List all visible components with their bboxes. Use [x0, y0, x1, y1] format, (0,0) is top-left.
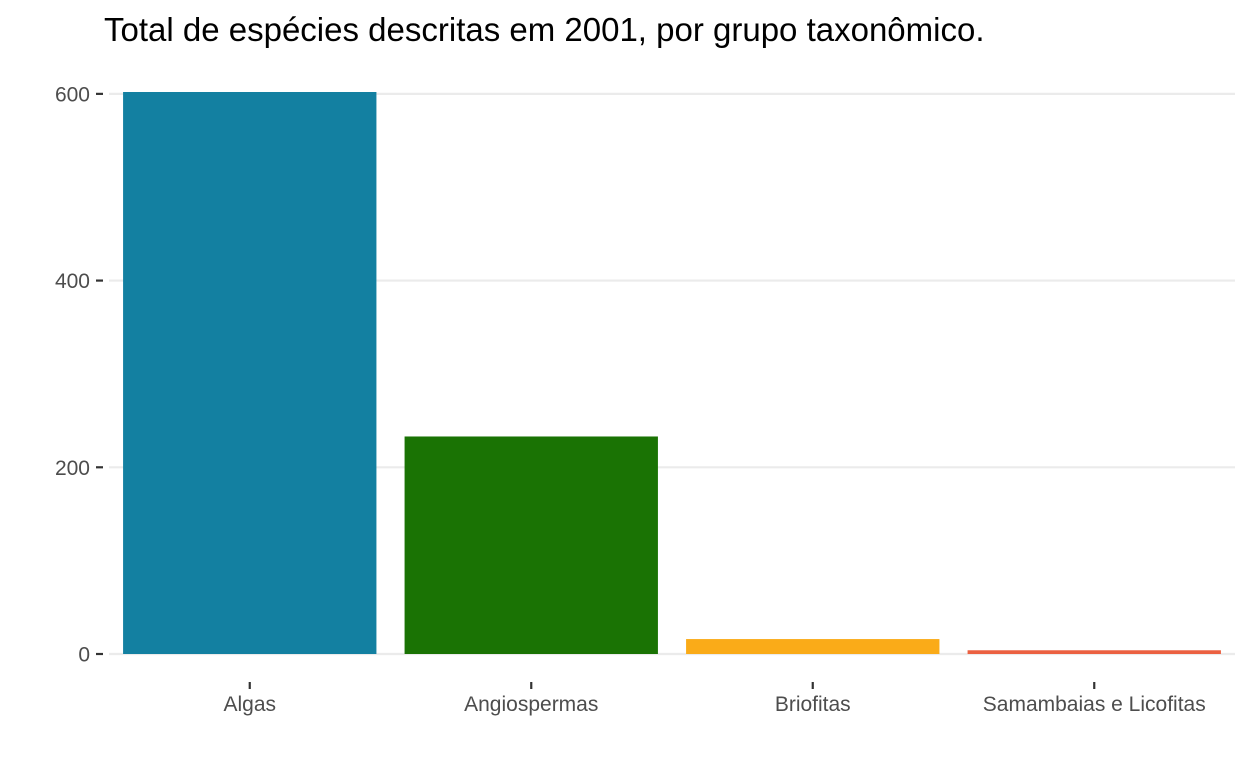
bars — [123, 92, 1221, 654]
x-tick-label: Algas — [223, 693, 276, 716]
x-tick-label: Angiospermas — [464, 693, 598, 716]
chart-title: Total de espécies descritas em 2001, por… — [104, 11, 985, 48]
bar-briofitas — [686, 639, 940, 654]
bar-algas — [123, 92, 377, 654]
x-axis: Algas Angiospermas Briofitas Samambaias e L… — [223, 682, 1206, 716]
y-axis: 0 200 400 600 — [55, 83, 103, 667]
bar-samambaias-e-licofitas — [967, 650, 1221, 654]
y-tick-label: 200 — [55, 457, 90, 480]
y-tick-label: 0 — [78, 644, 90, 667]
x-tick-label: Briofitas — [775, 693, 851, 716]
y-tick-label: 600 — [55, 83, 90, 106]
y-tick-label: 400 — [55, 270, 90, 293]
x-tick-label: Samambaias e Licofitas — [983, 693, 1206, 716]
bar-angiospermas — [404, 436, 658, 654]
